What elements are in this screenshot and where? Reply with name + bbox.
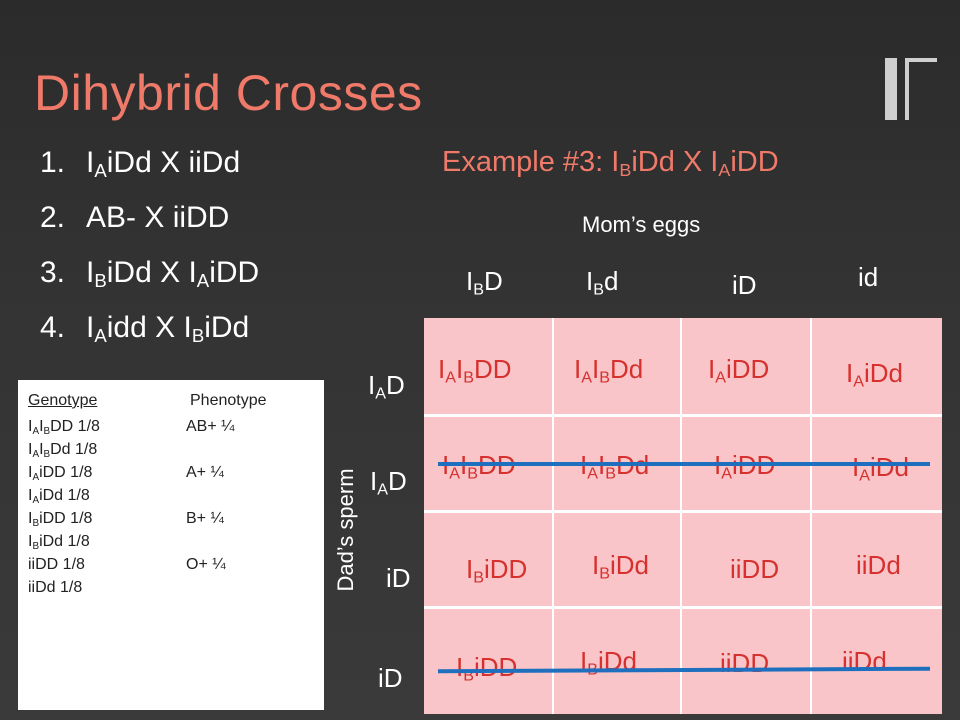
punnett-cell: iiDd (856, 550, 901, 580)
moms-eggs-label: Mom’s eggs (582, 212, 701, 237)
cross-number: 1. (40, 146, 66, 179)
grid-line (810, 318, 812, 714)
punnett-cell: IBiDd (592, 550, 649, 583)
genotype-cell: IAIBDD 1/8 (28, 418, 100, 437)
table-header: Genotype Phenotype (28, 392, 316, 410)
grid-background (424, 318, 942, 714)
table-row: IAiDd 1/8 (28, 487, 90, 505)
grid-line (424, 414, 942, 417)
cross-item: 1. IAiDd X iiDd (40, 146, 259, 201)
row-header: iD (378, 663, 403, 693)
cross-text: IAidd X IBiDd (86, 311, 250, 347)
punnett-cell: iiDD (720, 648, 770, 678)
column-header: IBD (466, 266, 503, 299)
grid-line (424, 510, 942, 513)
punnett-cell: IBiDD (456, 652, 518, 685)
genotype-phenotype-table: Genotype Phenotype IAIBDD 1/8 AB+ ¼ IAIB… (18, 380, 324, 710)
decorative-bars (885, 58, 937, 120)
punnett-cell: iiDD (730, 554, 780, 584)
genotype-cell: IBiDD 1/8 (28, 510, 93, 529)
cross-item: 2. AB- X iiDD (40, 201, 259, 256)
genotype-cell: IAiDD 1/8 (28, 464, 93, 483)
genotype-cell: iiDD 1/8 (28, 556, 85, 573)
phenotype-cell: AB+ ¼ (186, 418, 235, 435)
cross-number: 3. (40, 256, 66, 289)
dads-sperm-label: Dad’s sperm (333, 468, 358, 592)
punnett-cell: IAIBDd (574, 354, 644, 387)
grid-line (424, 606, 942, 609)
cross-item: 3. IBiDd X IAiDD (40, 256, 259, 311)
genotype-header: Genotype (28, 392, 98, 409)
cross-number: 2. (40, 201, 66, 234)
cross-list: 1. IAiDd X iiDd 2. AB- X iiDD 3. IBiDd X IA… (40, 146, 259, 366)
table-row: iiDD 1/8 O+ ¼ (28, 556, 226, 574)
column-header: id (858, 262, 879, 292)
strike-line (438, 462, 930, 466)
column-header: IBd (586, 266, 619, 299)
genotype-cell: IBiDd 1/8 (28, 533, 90, 552)
deco-bar (905, 58, 937, 62)
slide-title: Dihybrid Crosses (34, 65, 423, 121)
phenotype-cell: O+ ¼ (186, 556, 226, 573)
phenotype-header: Phenotype (190, 392, 267, 409)
table-row: IAIBDd 1/8 (28, 441, 97, 459)
deco-bar (905, 58, 909, 120)
row-header: IAD (368, 370, 405, 403)
row-header: IAD (370, 466, 407, 499)
column-header: iD (732, 270, 757, 300)
deco-bar (885, 58, 897, 120)
grid-line (680, 318, 682, 714)
table-row: IBiDD 1/8 B+ ¼ (28, 510, 224, 529)
phenotype-cell: B+ ¼ (186, 510, 224, 527)
grid-line (552, 318, 554, 714)
phenotype-cell: A+ ¼ (186, 464, 224, 481)
table-row: IBiDd 1/8 (28, 533, 90, 551)
table-row: IAiDD 1/8 A+ ¼ (28, 464, 224, 483)
genotype-cell: IAIBDd 1/8 (28, 441, 98, 460)
punnett-cell: iiDd (842, 646, 887, 676)
cross-item: 4. IAidd X IBiDd (40, 311, 259, 366)
punnett-cell: IAiDd (846, 358, 903, 391)
example-heading: Example #3: IBiDd X IAiDD (442, 146, 779, 181)
punnett-cell: IAiDd (852, 452, 909, 485)
cross-number: 4. (40, 311, 66, 344)
punnett-cell: IBiDD (466, 554, 528, 587)
table-row: iiDd 1/8 (28, 579, 82, 597)
genotype-cell: IAiDd 1/8 (28, 487, 90, 506)
row-header: iD (386, 563, 411, 593)
cross-text: AB- X iiDD (86, 201, 230, 234)
cross-text: IAiDd X iiDd (86, 146, 241, 182)
punnett-square (424, 318, 942, 714)
table-row: IAIBDD 1/8 AB+ ¼ (28, 418, 234, 437)
punnett-cell: IAiDD (708, 354, 770, 387)
punnett-cell: IAIBDD (438, 354, 512, 387)
cross-text: IBiDd X IAiDD (86, 256, 260, 292)
genotype-cell: iiDd 1/8 (28, 579, 83, 596)
